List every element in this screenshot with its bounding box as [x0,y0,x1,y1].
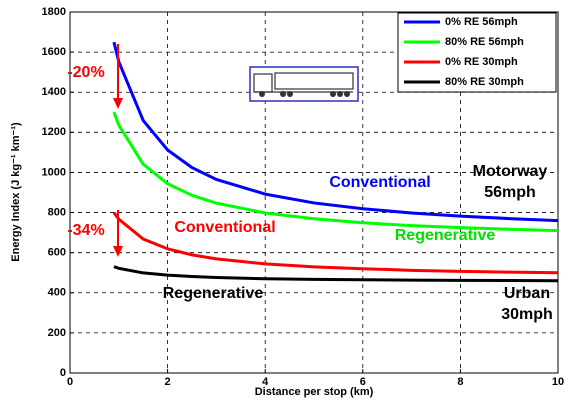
y-tick-label: 1200 [42,126,66,138]
y-tick-label: 800 [48,206,66,218]
x-axis-label: Distance per stop (km) [255,386,374,398]
y-tick-label: 200 [48,327,66,339]
y-tick-label: 0 [60,367,66,379]
annotation: 56mph [484,184,536,201]
y-tick-label: 1000 [42,166,66,178]
series-line [112,41,559,223]
legend-label: 80% RE 56mph [445,36,524,48]
x-tick-label: 0 [67,376,73,388]
y-tick-label: 1400 [42,86,66,98]
truck-icon [249,66,359,102]
y-tick-label: 600 [48,247,66,259]
reduction-arrows [113,44,123,257]
annotation: Regenerative [163,285,264,302]
x-tick-label: 10 [552,376,564,388]
x-tick-label: 4 [262,376,269,388]
annotation: Conventional [174,219,275,236]
series-line [112,111,559,233]
annotation: Motorway [473,163,548,180]
legend: 0% RE 56mph 80% RE 56mph 0% RE 30mph 80% RE… [397,12,557,93]
x-tick-label: 8 [457,376,463,388]
x-tick-label: 2 [165,376,171,388]
annotation: Conventional [329,174,430,191]
grid: 0 200 400 600 800 1000 1200 1400 1600 1800 0 2 4 6 8 10 [42,6,565,388]
annotation: -20% [67,64,104,81]
x-tick-label: 6 [360,376,366,388]
series-line [113,265,559,283]
annotation: Urban [504,285,550,302]
y-tick-label: 400 [48,287,66,299]
y-axis-label: Energy Index (J kg⁻¹ km⁻¹) [10,122,22,262]
series-line [112,211,559,275]
lines [112,41,559,283]
y-tick-label: 1800 [42,6,66,18]
annotation: -34% [67,222,104,239]
annotation: 30mph [501,306,553,323]
legend-label: 80% RE 30mph [445,76,524,88]
annotation: Regenerative [395,227,496,244]
legend-label: 0% RE 56mph [445,16,518,28]
legend-label: 0% RE 30mph [445,56,518,68]
y-tick-label: 1600 [42,46,66,58]
